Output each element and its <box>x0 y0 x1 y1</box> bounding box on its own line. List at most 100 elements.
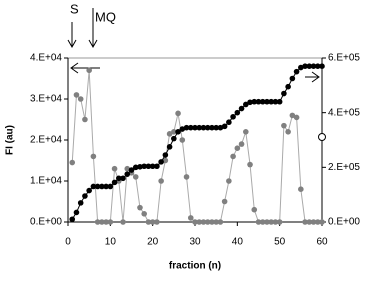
data-point <box>94 219 101 225</box>
x-tick-label: 50 <box>274 237 286 248</box>
data-point <box>86 67 92 74</box>
data-point <box>158 159 164 165</box>
y-axis-title: FI (au) <box>5 125 16 155</box>
data-point <box>200 219 207 225</box>
data-point <box>145 163 152 170</box>
x-tick-label: 0 <box>65 237 71 248</box>
data-point <box>213 124 219 131</box>
data-point <box>247 161 253 168</box>
data-point <box>120 219 126 225</box>
data-point <box>82 116 88 123</box>
data-point <box>77 200 84 206</box>
data-point <box>158 178 164 184</box>
data-point <box>103 219 109 225</box>
data-point <box>141 211 147 217</box>
data-point <box>107 219 114 225</box>
data-point <box>268 98 275 105</box>
x-tick-label: 40 <box>232 237 244 248</box>
data-point <box>166 144 173 150</box>
data-point <box>94 183 101 190</box>
data-point <box>314 219 321 225</box>
data-point <box>90 183 97 190</box>
data-point <box>310 63 317 69</box>
data-point <box>86 187 92 194</box>
data-point <box>90 153 97 160</box>
data-point <box>221 123 228 130</box>
data-point <box>234 145 241 151</box>
data-point <box>272 98 279 105</box>
data-point <box>217 124 224 131</box>
data-point <box>276 98 283 105</box>
data-point <box>319 219 325 225</box>
data-point <box>302 63 308 69</box>
data-point <box>82 193 88 199</box>
annotation-arrows <box>67 8 320 83</box>
data-point <box>162 152 169 158</box>
data-point <box>111 165 118 172</box>
data-point <box>166 131 173 137</box>
data-point <box>209 219 215 225</box>
data-point <box>289 75 296 82</box>
y-tick-label: 0.E+00 <box>30 217 62 228</box>
data-point <box>217 219 224 225</box>
data-point <box>175 110 181 117</box>
data-point <box>120 175 126 182</box>
x-axis-title: fraction (n) <box>169 261 221 272</box>
x-tick-label: 10 <box>105 237 117 248</box>
data-point <box>196 219 203 225</box>
data-point <box>238 141 245 147</box>
data-point <box>213 219 219 225</box>
data-point <box>259 98 266 105</box>
data-point <box>285 129 291 135</box>
data-point <box>285 83 291 90</box>
data-point <box>226 178 232 184</box>
data-point <box>255 219 262 225</box>
data-point <box>137 204 143 211</box>
data-point <box>289 112 296 119</box>
data-point <box>175 129 181 135</box>
data-point <box>264 98 270 105</box>
data-point <box>69 159 76 166</box>
annotation: S <box>70 1 79 16</box>
series-line <box>71 65 322 220</box>
data-point <box>103 183 109 190</box>
data-point <box>281 122 287 129</box>
data-point <box>243 129 249 135</box>
data-point <box>302 219 308 225</box>
data-point <box>259 219 266 225</box>
data-point <box>192 124 198 131</box>
data-point <box>310 219 317 225</box>
data-point <box>204 124 211 131</box>
data-point <box>272 219 279 225</box>
data-point <box>204 219 211 225</box>
x-tick-label: 30 <box>189 237 201 248</box>
data-point <box>221 198 228 205</box>
data-point <box>73 92 80 98</box>
data-point <box>247 99 253 106</box>
data-point <box>281 90 287 97</box>
y2-tick-label: 4.E+05 <box>328 107 360 118</box>
data-point <box>298 186 304 192</box>
data-point <box>187 124 194 131</box>
y2-tick-label: 0.E+00 <box>328 217 360 228</box>
data-point <box>268 219 275 225</box>
data-point <box>306 219 313 225</box>
data-point <box>124 171 131 177</box>
data-point <box>264 219 270 225</box>
data-point <box>124 165 131 172</box>
data-point <box>154 219 160 225</box>
data-point <box>230 153 236 160</box>
data-point <box>183 124 190 131</box>
y-tick-label: 1.E+04 <box>30 176 62 187</box>
data-point <box>73 209 80 216</box>
data-point <box>179 126 186 132</box>
data-point <box>243 101 249 108</box>
data-point <box>77 96 84 102</box>
data-point <box>149 219 156 225</box>
data-point <box>255 98 262 105</box>
y-tick-label: 2.E+04 <box>30 135 62 146</box>
y-tick-label: 4.E+04 <box>30 53 62 64</box>
data-point <box>162 157 169 164</box>
data-point <box>306 63 313 69</box>
